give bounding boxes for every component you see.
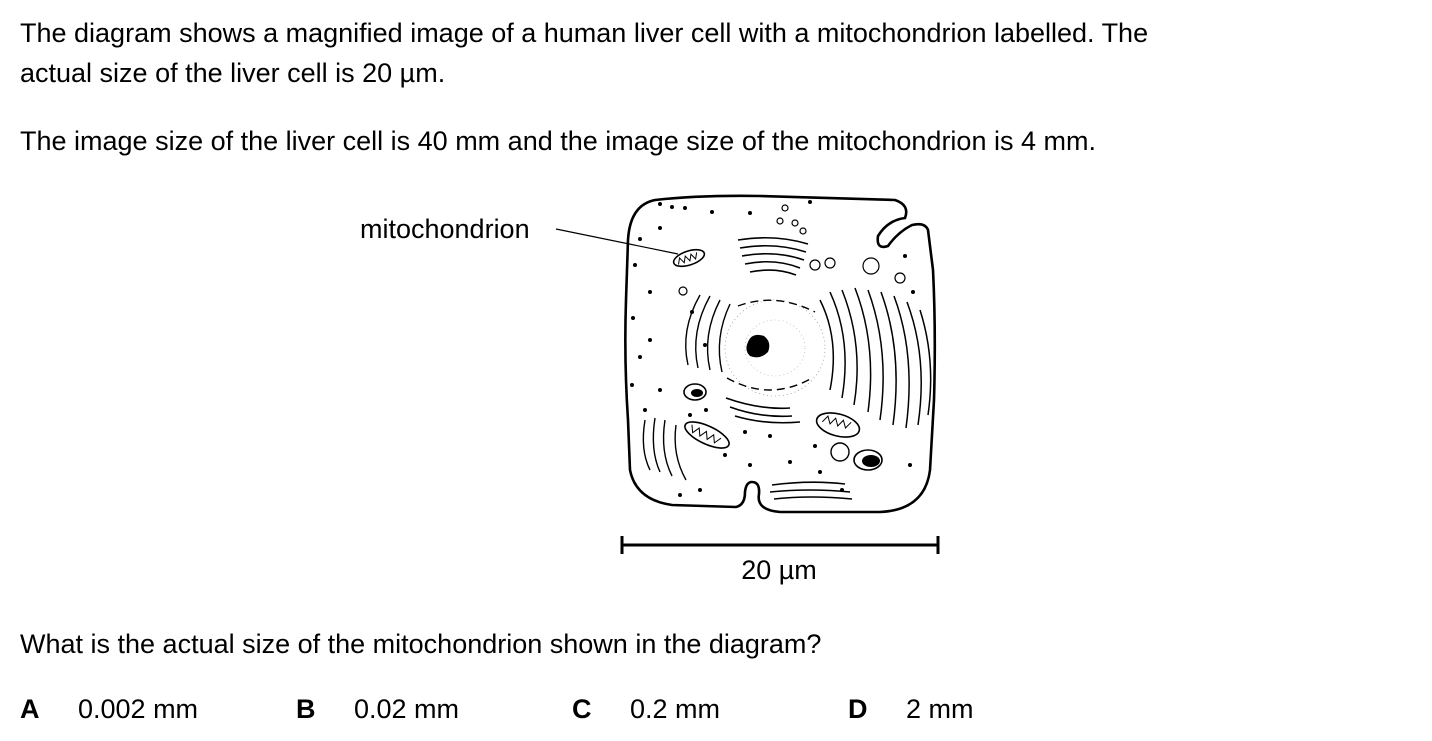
golgi-apparatus bbox=[725, 397, 801, 424]
scale-bar-label: 20 µm bbox=[741, 555, 817, 585]
intro-paragraph: The diagram shows a magnified image of a… bbox=[20, 13, 1380, 93]
vesicles bbox=[678, 204, 906, 296]
scale-bar bbox=[620, 536, 940, 554]
option-value: 0.2 mm bbox=[630, 694, 721, 724]
option-a[interactable]: A 0.002 mm bbox=[20, 689, 198, 729]
mitochondrion-labelled bbox=[672, 248, 706, 268]
measurements-text: The image size of the liver cell is 40 m… bbox=[20, 126, 1096, 156]
mitochondrion bbox=[684, 421, 730, 449]
intro-line-2: actual size of the liver cell is 20 µm. bbox=[20, 58, 446, 88]
mitochondrion bbox=[815, 412, 861, 438]
label-leader-line bbox=[555, 228, 679, 255]
vesicle bbox=[683, 383, 707, 401]
option-letter: A bbox=[20, 694, 40, 724]
nucleus bbox=[724, 299, 826, 397]
option-b[interactable]: B 0.02 mm bbox=[296, 689, 459, 729]
option-d[interactable]: D 2 mm bbox=[848, 689, 974, 729]
question-text: What is the actual size of the mitochond… bbox=[20, 629, 822, 659]
ribosome-dots bbox=[630, 200, 915, 497]
option-letter: C bbox=[572, 694, 592, 724]
answer-options: A 0.002 mm B 0.02 mm C 0.2 mm D 2 mm bbox=[20, 689, 1120, 729]
option-c[interactable]: C 0.2 mm bbox=[572, 689, 720, 729]
option-value: 2 mm bbox=[906, 694, 974, 724]
vesicle bbox=[853, 449, 883, 471]
endoplasmic-reticulum bbox=[819, 287, 932, 429]
option-value: 0.002 mm bbox=[78, 694, 199, 724]
option-value: 0.02 mm bbox=[354, 694, 460, 724]
golgi-apparatus bbox=[769, 481, 853, 500]
cell-membrane bbox=[624, 194, 937, 514]
golgi-apparatus bbox=[737, 236, 809, 276]
endoplasmic-reticulum bbox=[642, 294, 731, 481]
nucleolus bbox=[746, 334, 770, 358]
option-letter: B bbox=[296, 694, 316, 724]
mitochondrion-label: mitochondrion bbox=[360, 214, 530, 244]
option-letter: D bbox=[848, 694, 868, 724]
intro-line-1: The diagram shows a magnified image of a… bbox=[20, 18, 1149, 48]
